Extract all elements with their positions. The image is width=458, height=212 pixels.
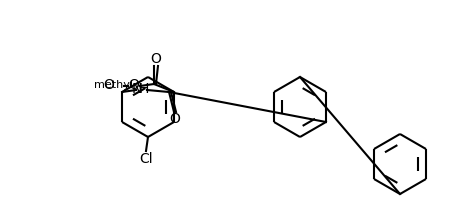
Text: O: O (151, 52, 161, 66)
Text: methyl: methyl (94, 80, 133, 90)
Text: Cl: Cl (139, 152, 153, 166)
Text: O: O (104, 78, 114, 92)
Text: N: N (132, 82, 142, 96)
Text: O: O (169, 112, 180, 126)
Text: O: O (129, 78, 139, 92)
Text: H: H (139, 82, 149, 96)
